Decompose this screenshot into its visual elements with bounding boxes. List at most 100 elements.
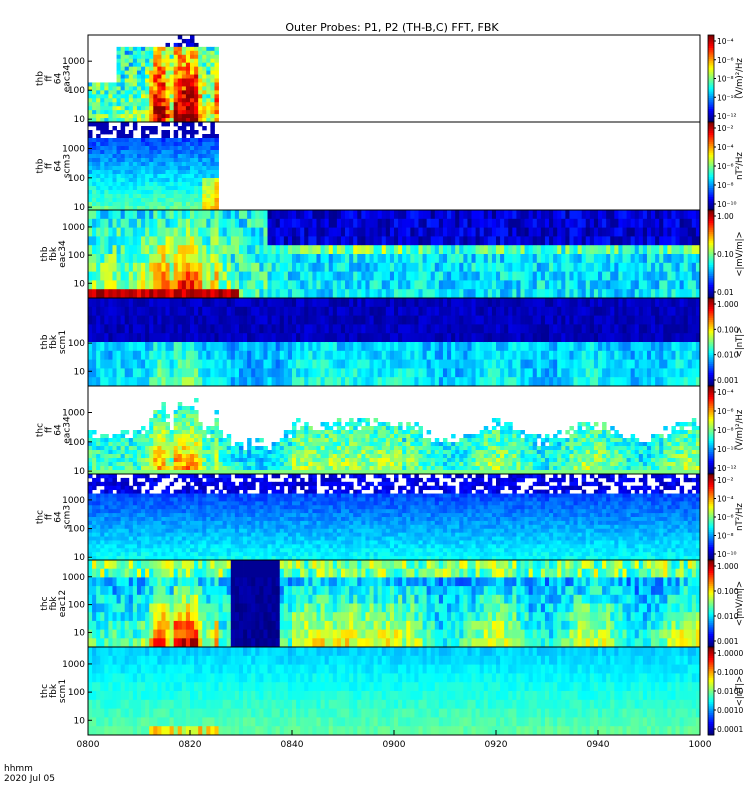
heatmap-cell: [190, 466, 195, 471]
heatmap-cell: [357, 324, 362, 334]
heatmap-cell: [691, 377, 697, 387]
heatmap-cell: [540, 280, 546, 290]
heatmap-cell: [153, 324, 158, 334]
heatmap-cell: [679, 254, 685, 264]
heatmap-cell: [124, 182, 130, 187]
heatmap-cell: [646, 315, 652, 325]
heatmap-cell: [683, 227, 689, 237]
heatmap-cell: [695, 377, 701, 387]
heatmap-cell: [300, 359, 305, 369]
heatmap-cell: [165, 245, 170, 255]
heatmap-cell: [451, 342, 456, 352]
heatmap-cell: [573, 333, 578, 343]
heatmap-cell: [202, 350, 207, 360]
heatmap-cell: [475, 227, 481, 237]
heatmap-cell: [226, 454, 232, 459]
heatmap-cell: [132, 342, 138, 352]
heatmap-cell: [504, 210, 509, 220]
heatmap-cell: [173, 134, 179, 139]
heatmap-cell: [414, 289, 419, 299]
heatmap-cell: [218, 359, 224, 369]
heatmap-cell: [120, 62, 126, 68]
heatmap-cell: [206, 110, 211, 115]
heatmap-cell: [210, 333, 215, 343]
heatmap-cell: [467, 333, 472, 343]
heatmap-cell: [675, 315, 680, 325]
heatmap-cell: [373, 280, 379, 290]
heatmap-cell: [442, 315, 448, 325]
y-tick-label: 10: [74, 367, 86, 377]
heatmap-cell: [173, 430, 179, 435]
heatmap-cell: [500, 342, 505, 352]
heatmap-cell: [695, 350, 701, 360]
heatmap-cell: [410, 289, 415, 299]
heatmap-cell: [185, 110, 191, 115]
colorbar-step: [708, 210, 714, 213]
heatmap-cell: [112, 306, 117, 316]
heatmap-cell: [549, 306, 554, 316]
heatmap-cell: [487, 280, 493, 290]
heatmap-cell: [316, 245, 321, 255]
heatmap-cell: [157, 271, 162, 281]
heatmap-cell: [173, 66, 179, 71]
heatmap-cell: [116, 350, 122, 360]
heatmap-cell: [202, 86, 207, 91]
heatmap-cell: [128, 90, 134, 95]
heatmap-cell: [198, 470, 203, 475]
heatmap-cell: [238, 306, 244, 316]
heatmap-cell: [177, 271, 183, 281]
heatmap-cell: [528, 210, 534, 220]
heatmap-cell: [634, 333, 640, 343]
heatmap-cell: [491, 262, 497, 272]
heatmap-cell: [438, 254, 444, 264]
heatmap-cell: [112, 462, 117, 467]
heatmap-cell: [377, 350, 383, 360]
heatmap-cell: [198, 94, 203, 99]
heatmap-cell: [679, 333, 685, 343]
heatmap-cell: [161, 470, 166, 475]
heatmap-cell: [500, 227, 505, 237]
heatmap-cell: [540, 289, 546, 299]
heatmap-cell: [581, 306, 587, 316]
heatmap-cell: [112, 142, 117, 147]
heatmap-cell: [516, 280, 521, 290]
panel-label-line: scm3: [63, 154, 73, 178]
heatmap-cell: [336, 218, 342, 228]
heatmap-cell: [132, 190, 138, 195]
heatmap-cell: [324, 254, 330, 264]
heatmap-cell: [157, 342, 162, 352]
heatmap-cell: [455, 333, 460, 343]
heatmap-cell: [414, 377, 419, 387]
heatmap-cell: [128, 146, 134, 151]
colorbar-step: [708, 359, 714, 363]
heatmap-cell: [434, 350, 440, 360]
heatmap-cell: [328, 210, 334, 220]
heatmap-cell: [141, 90, 146, 95]
heatmap-cell: [165, 58, 170, 64]
heatmap-cell: [312, 359, 317, 369]
heatmap-cell: [214, 315, 219, 325]
colorbar-step: [708, 236, 714, 239]
heatmap-cell: [108, 198, 113, 203]
heatmap-cell: [279, 450, 285, 455]
heatmap-cell: [614, 315, 619, 325]
heatmap-cell: [120, 462, 126, 467]
heatmap-cell: [606, 298, 611, 308]
heatmap-cell: [638, 254, 644, 264]
heatmap-cell: [646, 359, 652, 369]
heatmap-cell: [463, 350, 468, 360]
heatmap-cell: [426, 254, 432, 264]
heatmap-cell: [320, 280, 326, 290]
heatmap-cell: [92, 162, 97, 167]
heatmap-cell: [92, 138, 97, 143]
heatmap-cell: [185, 466, 191, 471]
heatmap-cell: [332, 254, 338, 264]
heatmap-cell: [210, 54, 215, 60]
heatmap-cell: [169, 434, 175, 439]
heatmap-cell: [622, 236, 627, 246]
heatmap-cell: [410, 280, 415, 290]
heatmap-cell: [149, 210, 154, 220]
heatmap-cell: [255, 271, 260, 281]
heatmap-cell: [190, 350, 195, 360]
heatmap-cell: [255, 466, 260, 471]
